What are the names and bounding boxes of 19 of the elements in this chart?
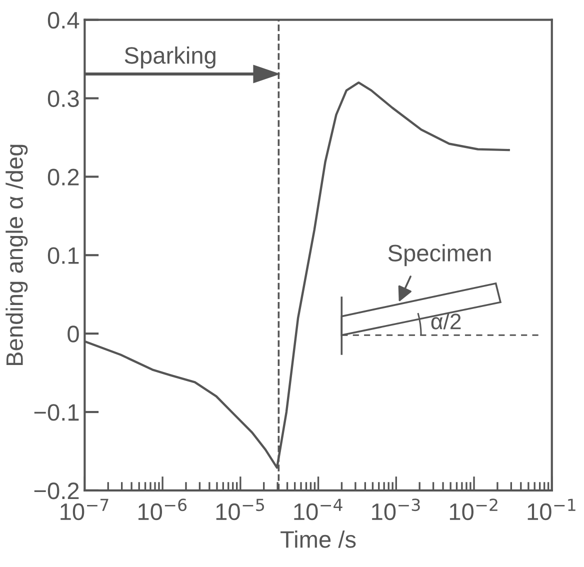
- x-tick-label: 10$^{−7}$: [60, 498, 108, 520]
- annotation: α/2: [431, 313, 461, 330]
- y-tick-label: −0.1: [34, 404, 79, 421]
- y-tick-label: 0: [68, 326, 79, 342]
- x-tick-label: 10$^{−1}$: [528, 498, 576, 520]
- y-tick-label: 0.1: [48, 247, 79, 264]
- x-tick-label: 10$^{−6}$: [138, 498, 187, 520]
- y-tick-label: 0.2: [48, 168, 79, 186]
- x-tick-label: 10$^{−4}$: [294, 498, 342, 520]
- x-tick-label: 10$^{−2}$: [450, 498, 498, 520]
- y-tick-label: 0.4: [48, 12, 80, 29]
- y-tick-label: 0.3: [48, 90, 79, 108]
- y-tick-label: −0.2: [34, 482, 79, 500]
- annotation: Specimen: [388, 244, 491, 266]
- x-tick-label: 10$^{−3}$: [372, 498, 420, 520]
- annotation: Sparking: [124, 46, 216, 68]
- x-axis-title: Time /s: [280, 530, 356, 548]
- x-tick-label: 10$^{−5}$: [216, 498, 264, 520]
- y-axis-title: Bending angle α /deg: [6, 144, 28, 366]
